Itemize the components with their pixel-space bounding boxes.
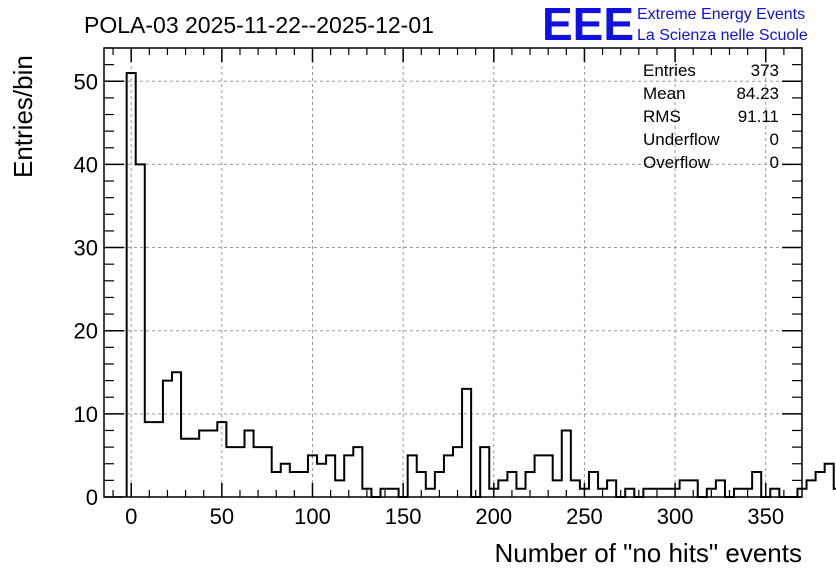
- y-tick-label: 10: [74, 402, 98, 427]
- y-tick-label: 30: [74, 236, 98, 261]
- stats-label: Overflow: [643, 153, 711, 172]
- y-tick-labels: 0 10 20 30 40 50: [74, 69, 98, 510]
- stats-value: 0: [770, 130, 779, 149]
- chart-title: POLA-03 2025-11-22--2025-12-01: [84, 12, 434, 38]
- x-tick-labels: 0 50 100 150 200 250 300 350: [125, 504, 784, 529]
- x-tick-label: 150: [385, 504, 422, 529]
- stats-label: RMS: [643, 107, 681, 126]
- x-tick-label: 50: [210, 504, 234, 529]
- stats-box: Entries 373 Mean 84.23 RMS 91.11 Underflow 0 Ove…: [643, 61, 779, 172]
- stats-label: Mean: [643, 84, 686, 103]
- stats-value: 91.11: [738, 107, 779, 126]
- eee-logo: EEE Extreme Energy Events La Scienza nel…: [542, 0, 808, 50]
- eee-logo-line1: Extreme Energy Events: [637, 6, 805, 23]
- eee-logo-letters: EEE: [542, 0, 634, 50]
- grid-lines: [104, 48, 802, 497]
- y-tick-label: 0: [86, 485, 98, 510]
- axis-ticks: [104, 47, 802, 498]
- x-tick-label: 0: [125, 504, 137, 529]
- plot-frame: [103, 47, 803, 498]
- stats-value: 0: [770, 153, 779, 172]
- eee-logo-line2: La Scienza nelle Scuole: [637, 27, 808, 44]
- x-tick-label: 250: [566, 504, 603, 529]
- y-tick-label: 50: [74, 69, 98, 94]
- stats-value: 373: [751, 61, 779, 80]
- y-tick-label: 40: [74, 152, 98, 177]
- y-tick-label: 20: [74, 319, 98, 344]
- stats-label: Underflow: [643, 130, 720, 149]
- stats-value: 84.23: [736, 84, 779, 103]
- histogram-outline: [125, 71, 836, 498]
- x-tick-label: 100: [294, 504, 331, 529]
- stats-label: Entries: [643, 61, 696, 80]
- x-tick-label: 200: [475, 504, 512, 529]
- x-tick-label: 350: [747, 504, 784, 529]
- x-tick-label: 300: [657, 504, 694, 529]
- y-axis-label: Entries/bin: [8, 55, 38, 178]
- x-axis-label: Number of "no hits" events: [495, 538, 803, 568]
